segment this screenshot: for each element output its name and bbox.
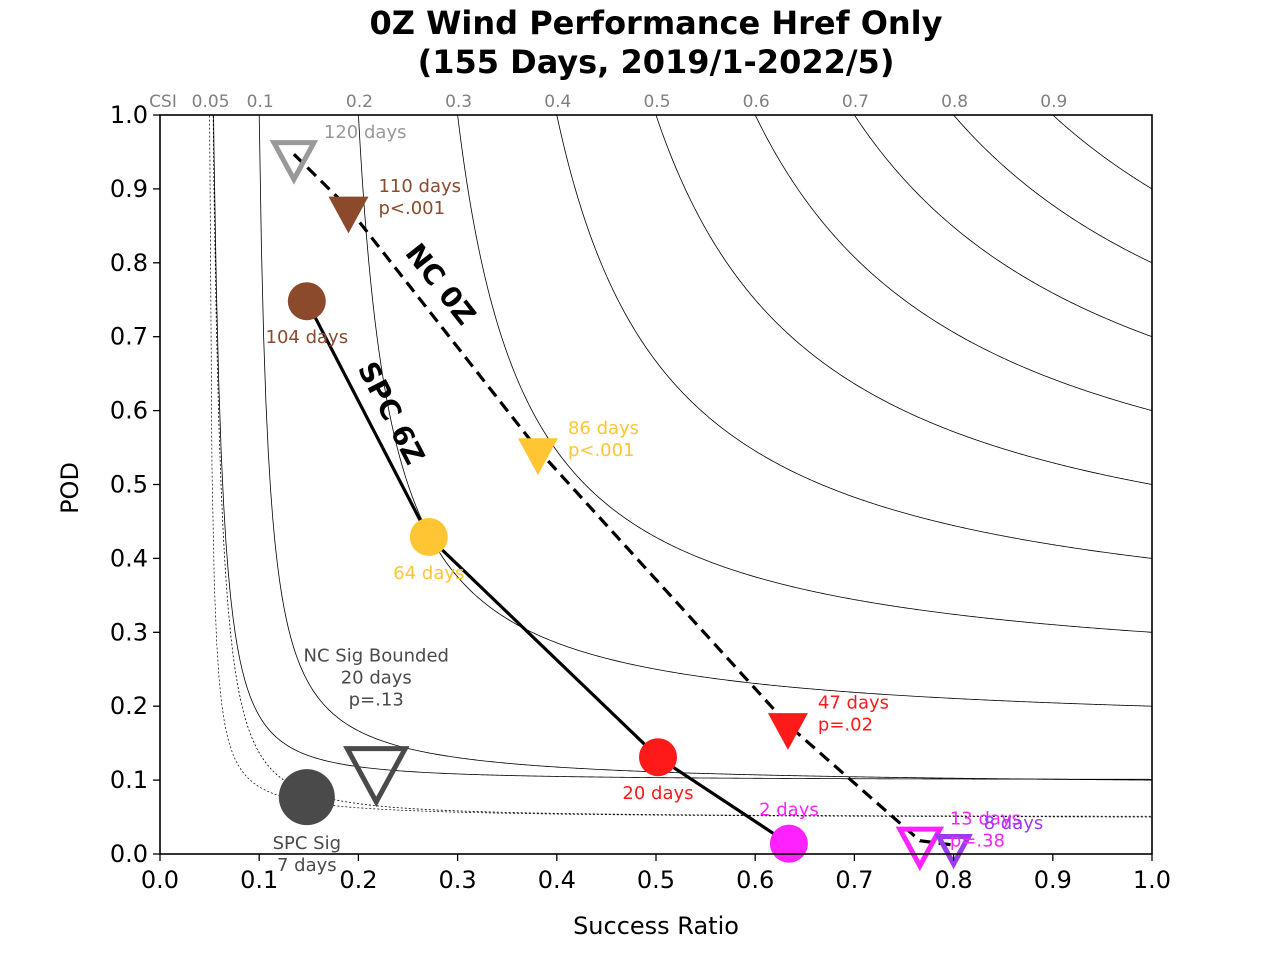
spc-point-1-label: 64 days <box>393 563 464 584</box>
nc-marker <box>269 140 319 185</box>
spc-sig-label: SPC Sig <box>273 833 341 854</box>
background-curve <box>212 115 1152 817</box>
y-tick-label: 0.5 <box>110 471 148 499</box>
y-tick-label: 0.7 <box>110 323 148 351</box>
x-tick-label: 0.8 <box>935 866 973 894</box>
x-tick-label: 0.3 <box>439 866 477 894</box>
nc-point-3-label: p=.02 <box>818 715 873 736</box>
y-tick-label: 1.0 <box>110 101 148 129</box>
csi-contour <box>953 115 1152 264</box>
x-tick-label: 1.0 <box>1133 866 1171 894</box>
spc-marker <box>409 517 448 556</box>
x-tick-label: 0.5 <box>637 866 675 894</box>
x-tick-label: 0.0 <box>141 866 179 894</box>
csi-label: 0.9 <box>1040 92 1067 112</box>
csi-label: 0.2 <box>346 92 373 112</box>
csi-label: 0.3 <box>445 92 472 112</box>
nc-sig-bounded-marker <box>343 746 410 808</box>
series-line-spc <box>305 300 790 846</box>
nc-sig-bounded-label: 20 days <box>341 667 412 688</box>
x-tick-label: 0.2 <box>339 866 377 894</box>
csi-label: 0.1 <box>247 92 274 112</box>
nc-sig-bounded-label: p=.13 <box>349 689 404 710</box>
nc-point-5-label: 8 days <box>984 813 1044 834</box>
y-tick-label: 0.2 <box>110 692 148 720</box>
csi-contour <box>853 115 1152 338</box>
y-tick-label: 0.0 <box>110 840 148 868</box>
chart-title-line-1: 0Z Wind Performance Href Only <box>370 4 943 42</box>
axes: 0.0 0.1 0.2 0.3 0.4 0.5 0.6 0.7 0.8 0.9 1.0 0.0 0.1 0… <box>110 101 1171 894</box>
x-tick-label: 0.4 <box>538 866 576 894</box>
csi-label: 0.8 <box>941 92 968 112</box>
nc-point-4-label: p=.38 <box>950 831 1005 852</box>
nc-marker <box>895 826 945 872</box>
csi-label: 0.6 <box>743 92 770 112</box>
nc-marker <box>517 438 558 475</box>
csi-labels: 0.05 0.1 0.2 0.3 0.4 0.5 0.6 0.7 0.8 0.9 CSI <box>149 92 1067 112</box>
x-tick-label: 0.9 <box>1034 866 1072 894</box>
y-tick-label: 0.9 <box>110 175 148 203</box>
spc-marker <box>638 738 677 777</box>
x-tick-label: 0.6 <box>736 866 774 894</box>
spc-point-0-label: 104 days <box>266 327 349 348</box>
csi-contour <box>556 115 1152 559</box>
csi-prefix-label: CSI <box>149 92 177 112</box>
csi-contour <box>754 115 1152 411</box>
nc-marker <box>934 833 973 870</box>
csi-contour <box>209 115 1152 818</box>
nc-point-1-label: 110 days <box>378 176 461 197</box>
nc-point-0-label: 120 days <box>324 122 407 143</box>
csi-contour <box>357 115 1152 707</box>
y-tick-label: 0.4 <box>110 544 148 572</box>
x-axis-label: Success Ratio <box>573 912 739 940</box>
spc-sig-marker <box>278 769 335 826</box>
chart-title-line-2: (155 Days, 2019/1-2022/5) <box>418 43 895 81</box>
y-tick-label: 0.8 <box>110 249 148 277</box>
spc-point-2-label: 20 days <box>622 783 693 804</box>
y-tick-label: 0.1 <box>110 766 148 794</box>
csi-label: 0.7 <box>842 92 869 112</box>
csi-contour <box>1052 115 1152 190</box>
data-annotations: 104 days 64 days 20 days 2 days 120 days 110 … <box>266 122 1044 876</box>
x-tick-label: 0.7 <box>835 866 873 894</box>
csi-contour <box>655 115 1152 485</box>
spc-marker <box>287 282 326 321</box>
csi-label: 0.05 <box>192 92 230 112</box>
csi-label: 0.4 <box>544 92 571 112</box>
nc-marker <box>328 196 369 234</box>
nc-sig-bounded-label: NC Sig Bounded <box>304 645 449 666</box>
spc-marker <box>769 824 808 863</box>
x-tick-label: 0.1 <box>240 866 278 894</box>
y-axis-label: POD <box>56 462 84 514</box>
csi-label: 0.5 <box>643 92 670 112</box>
series-line-label-nc: NC 0Z <box>399 237 483 331</box>
nc-point-4-label: 13 days <box>950 809 1021 830</box>
nc-point-3-label: 47 days <box>818 693 889 714</box>
spc-point-3-label: 2 days <box>759 800 819 821</box>
nc-marker <box>767 713 808 750</box>
nc-point-2-label: 86 days <box>568 418 639 439</box>
data-markers <box>269 140 973 872</box>
spc-sig-label: 7 days <box>277 855 337 876</box>
nc-point-1-label: p<.001 <box>378 198 445 219</box>
nc-point-2-label: p<.001 <box>568 440 635 461</box>
csi-contour <box>457 115 1152 633</box>
y-tick-label: 0.3 <box>110 618 148 646</box>
y-tick-label: 0.6 <box>110 397 148 425</box>
